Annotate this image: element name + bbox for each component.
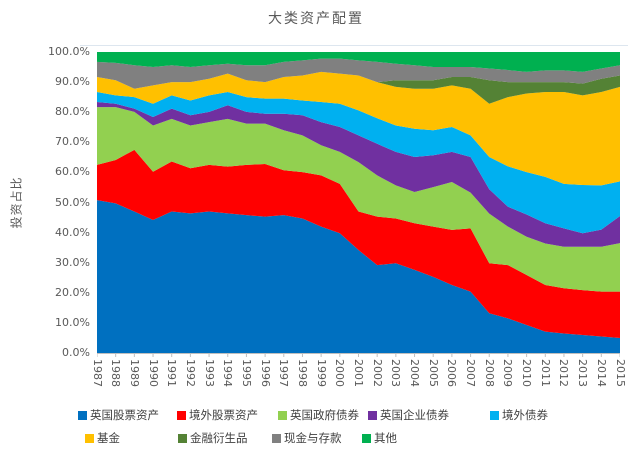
plot-top-border bbox=[80, 45, 628, 46]
x-tick-label: 2001 bbox=[352, 359, 365, 387]
x-tick-label: 2015 bbox=[613, 359, 627, 387]
legend-swatch bbox=[177, 411, 186, 420]
x-tick-label: 1995 bbox=[239, 359, 253, 387]
x-tick-label: 2003 bbox=[389, 359, 403, 387]
y-tick-label: 50.0% bbox=[55, 195, 90, 209]
x-axis-line bbox=[97, 353, 620, 357]
area-series-4 bbox=[97, 92, 620, 234]
x-tick-label: 2002 bbox=[370, 359, 384, 387]
legend-item: 基金 bbox=[85, 430, 120, 445]
plot-area bbox=[97, 52, 620, 357]
x-tick-label: 2009 bbox=[501, 359, 515, 387]
legend-item: 英国股票资产 bbox=[78, 407, 159, 422]
x-tick-label: 1987 bbox=[90, 359, 104, 387]
area-series-3 bbox=[97, 101, 620, 247]
x-tick-label: 2010 bbox=[520, 359, 534, 387]
legend-label: 其他 bbox=[374, 431, 397, 445]
legend-item: 英国政府债券 bbox=[278, 407, 359, 422]
x-tick-label: 2014 bbox=[594, 359, 608, 387]
x-tick-label: 2004 bbox=[408, 359, 422, 387]
x-tick-label: 1994 bbox=[221, 359, 235, 387]
legend-label: 现金与存款 bbox=[284, 431, 342, 445]
y-tick-label: 80.0% bbox=[55, 105, 90, 119]
x-tick-label: 2006 bbox=[445, 359, 459, 387]
legend-label: 英国股票资产 bbox=[90, 408, 159, 422]
x-tick-label: 1991 bbox=[165, 359, 179, 387]
x-tick-label: 1999 bbox=[314, 359, 328, 387]
legend-label: 境外债券 bbox=[502, 408, 548, 422]
x-tick-label: 1996 bbox=[258, 359, 272, 387]
x-tick-label: 1988 bbox=[109, 359, 123, 387]
legend-item: 英国企业债券 bbox=[368, 407, 449, 422]
x-tick-label: 1993 bbox=[202, 359, 216, 387]
legend-label: 基金 bbox=[97, 431, 120, 445]
legend-swatch bbox=[272, 434, 281, 443]
legend-label: 境外股票资产 bbox=[189, 408, 258, 422]
legend-item: 境外债券 bbox=[490, 407, 548, 422]
x-tick-label: 1990 bbox=[146, 359, 160, 387]
y-tick-label: 30.0% bbox=[55, 255, 90, 269]
legend-label: 英国企业债券 bbox=[380, 408, 449, 422]
y-tick-label: 70.0% bbox=[55, 135, 90, 149]
area-series-0 bbox=[97, 200, 620, 353]
y-tick-label: 0.0% bbox=[62, 346, 90, 359]
x-tick-label: 1998 bbox=[295, 359, 309, 387]
legend-swatch bbox=[362, 434, 371, 443]
legend-label: 英国政府债券 bbox=[290, 408, 359, 422]
y-tick-label: 10.0% bbox=[55, 315, 90, 329]
y-tick-label: 20.0% bbox=[55, 285, 90, 299]
x-tick-label: 2011 bbox=[538, 359, 552, 387]
legend-swatch bbox=[78, 411, 87, 420]
area-series-7 bbox=[97, 58, 620, 89]
legend-swatch bbox=[278, 411, 287, 420]
area-series-5 bbox=[97, 71, 620, 186]
x-tick-label: 2013 bbox=[576, 359, 590, 387]
y-tick-label: 100.0% bbox=[48, 45, 90, 58]
legend-item: 现金与存款 bbox=[272, 430, 342, 445]
x-tick-label: 1997 bbox=[277, 359, 291, 387]
legend-swatch bbox=[490, 411, 499, 420]
area-series-2 bbox=[97, 107, 620, 292]
y-tick-label: 40.0% bbox=[55, 225, 90, 239]
legend-swatch bbox=[178, 434, 187, 443]
chart-title: 大类资产配置 bbox=[268, 11, 364, 27]
x-tick-label: 2005 bbox=[426, 359, 440, 387]
x-tick-label: 2007 bbox=[464, 359, 478, 387]
y-tick-label: 60.0% bbox=[55, 165, 90, 179]
legend-item: 境外股票资产 bbox=[177, 407, 258, 422]
legend-item: 金融衍生品 bbox=[178, 430, 248, 445]
x-tick-label: 2012 bbox=[557, 359, 571, 387]
y-tick-label: 90.0% bbox=[55, 75, 90, 89]
x-tick-label: 1992 bbox=[183, 359, 197, 387]
x-tick-label: 2000 bbox=[333, 359, 347, 387]
legend-label: 金融衍生品 bbox=[190, 431, 248, 445]
x-tick-label: 1989 bbox=[127, 359, 141, 387]
area-series-6 bbox=[97, 71, 620, 104]
area-series-1 bbox=[97, 149, 620, 338]
legend-item: 其他 bbox=[362, 430, 397, 445]
area-series-8 bbox=[97, 52, 620, 72]
legend-swatch bbox=[368, 411, 377, 420]
x-tick-label: 2008 bbox=[482, 359, 496, 387]
legend-swatch bbox=[85, 434, 94, 443]
